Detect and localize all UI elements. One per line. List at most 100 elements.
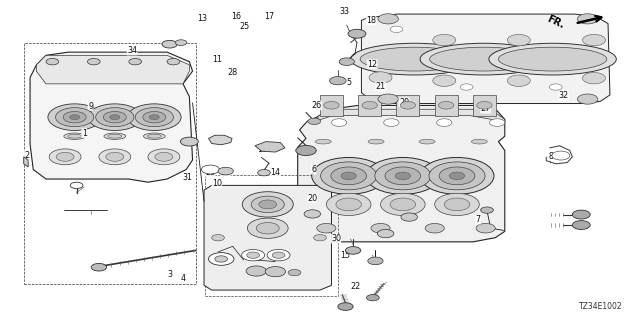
Circle shape xyxy=(317,223,336,233)
Text: 29: 29 xyxy=(399,98,409,107)
Circle shape xyxy=(149,115,159,120)
Text: 8: 8 xyxy=(548,152,553,161)
Ellipse shape xyxy=(143,133,165,140)
Circle shape xyxy=(572,210,590,219)
Circle shape xyxy=(384,119,399,126)
Text: 2: 2 xyxy=(24,151,29,160)
Circle shape xyxy=(246,252,259,258)
Text: 30: 30 xyxy=(331,234,341,243)
Circle shape xyxy=(438,101,454,109)
Ellipse shape xyxy=(429,47,538,71)
Circle shape xyxy=(378,94,398,104)
Circle shape xyxy=(324,101,339,109)
Circle shape xyxy=(265,267,285,277)
Polygon shape xyxy=(318,109,505,124)
Circle shape xyxy=(129,59,141,65)
Circle shape xyxy=(215,256,228,262)
Circle shape xyxy=(246,266,266,276)
Text: 15: 15 xyxy=(340,251,351,260)
Circle shape xyxy=(135,108,173,127)
Polygon shape xyxy=(204,185,332,290)
Text: 11: 11 xyxy=(212,55,222,64)
Circle shape xyxy=(341,172,356,180)
Circle shape xyxy=(369,72,392,83)
Circle shape xyxy=(267,250,290,261)
Text: 17: 17 xyxy=(264,12,274,21)
Text: 33: 33 xyxy=(339,7,349,16)
Ellipse shape xyxy=(419,139,435,144)
Circle shape xyxy=(175,40,187,45)
Polygon shape xyxy=(473,95,496,116)
Circle shape xyxy=(56,108,94,127)
Circle shape xyxy=(247,218,288,238)
Ellipse shape xyxy=(104,133,125,140)
Text: 34: 34 xyxy=(127,46,137,55)
Circle shape xyxy=(209,252,234,265)
Circle shape xyxy=(202,165,220,174)
Text: 12: 12 xyxy=(367,60,378,69)
Circle shape xyxy=(326,193,371,215)
Text: 3: 3 xyxy=(168,270,173,279)
Circle shape xyxy=(339,58,355,66)
Text: TZ34E1002: TZ34E1002 xyxy=(579,302,623,311)
Circle shape xyxy=(378,14,398,24)
Circle shape xyxy=(88,59,100,65)
Circle shape xyxy=(92,263,106,271)
Circle shape xyxy=(572,220,590,229)
Circle shape xyxy=(439,167,475,185)
Text: 6: 6 xyxy=(311,165,316,174)
Circle shape xyxy=(312,157,386,194)
Polygon shape xyxy=(358,95,381,116)
Circle shape xyxy=(336,198,362,211)
Circle shape xyxy=(256,222,279,234)
Polygon shape xyxy=(362,14,610,104)
Circle shape xyxy=(477,101,492,109)
Circle shape xyxy=(367,294,380,301)
Circle shape xyxy=(251,196,284,213)
Circle shape xyxy=(476,223,495,233)
Circle shape xyxy=(366,157,440,194)
Ellipse shape xyxy=(316,139,331,144)
Circle shape xyxy=(46,59,59,65)
Circle shape xyxy=(420,157,494,194)
Circle shape xyxy=(508,75,531,86)
Ellipse shape xyxy=(489,43,616,75)
Text: 20: 20 xyxy=(307,194,317,203)
Circle shape xyxy=(167,59,180,65)
Ellipse shape xyxy=(64,133,86,140)
Circle shape xyxy=(321,162,377,190)
Circle shape xyxy=(481,207,493,213)
Circle shape xyxy=(381,193,425,215)
Polygon shape xyxy=(320,95,343,116)
Bar xyxy=(24,43,196,284)
Circle shape xyxy=(143,111,166,123)
Circle shape xyxy=(400,101,415,109)
Circle shape xyxy=(88,104,141,131)
Circle shape xyxy=(433,34,456,46)
Circle shape xyxy=(490,119,505,126)
Circle shape xyxy=(362,101,378,109)
Circle shape xyxy=(401,213,417,221)
Circle shape xyxy=(444,198,470,211)
Ellipse shape xyxy=(368,139,384,144)
Circle shape xyxy=(332,119,347,126)
Circle shape xyxy=(243,192,293,217)
Ellipse shape xyxy=(147,134,161,138)
Circle shape xyxy=(338,303,353,310)
Circle shape xyxy=(70,115,80,120)
Text: 5: 5 xyxy=(346,78,351,87)
Text: 19: 19 xyxy=(257,145,268,154)
Circle shape xyxy=(390,198,415,211)
Text: 7: 7 xyxy=(476,215,481,224)
Circle shape xyxy=(308,118,321,124)
Text: 26: 26 xyxy=(312,101,322,110)
Circle shape xyxy=(395,172,410,180)
Circle shape xyxy=(56,152,74,161)
Polygon shape xyxy=(255,142,285,152)
Text: 18: 18 xyxy=(366,16,376,25)
Circle shape xyxy=(272,252,285,258)
Text: 16: 16 xyxy=(231,12,241,21)
Circle shape xyxy=(259,200,276,209)
Text: 1: 1 xyxy=(82,129,87,138)
Circle shape xyxy=(127,104,181,131)
